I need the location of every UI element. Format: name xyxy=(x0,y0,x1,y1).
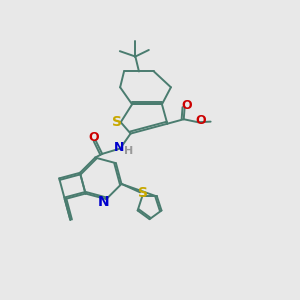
Text: N: N xyxy=(113,141,124,154)
Text: O: O xyxy=(195,114,206,127)
Text: S: S xyxy=(112,115,122,129)
Text: H: H xyxy=(124,146,133,156)
Text: N: N xyxy=(98,194,110,208)
Text: O: O xyxy=(88,131,99,144)
Text: O: O xyxy=(182,99,192,112)
Text: S: S xyxy=(138,187,148,200)
